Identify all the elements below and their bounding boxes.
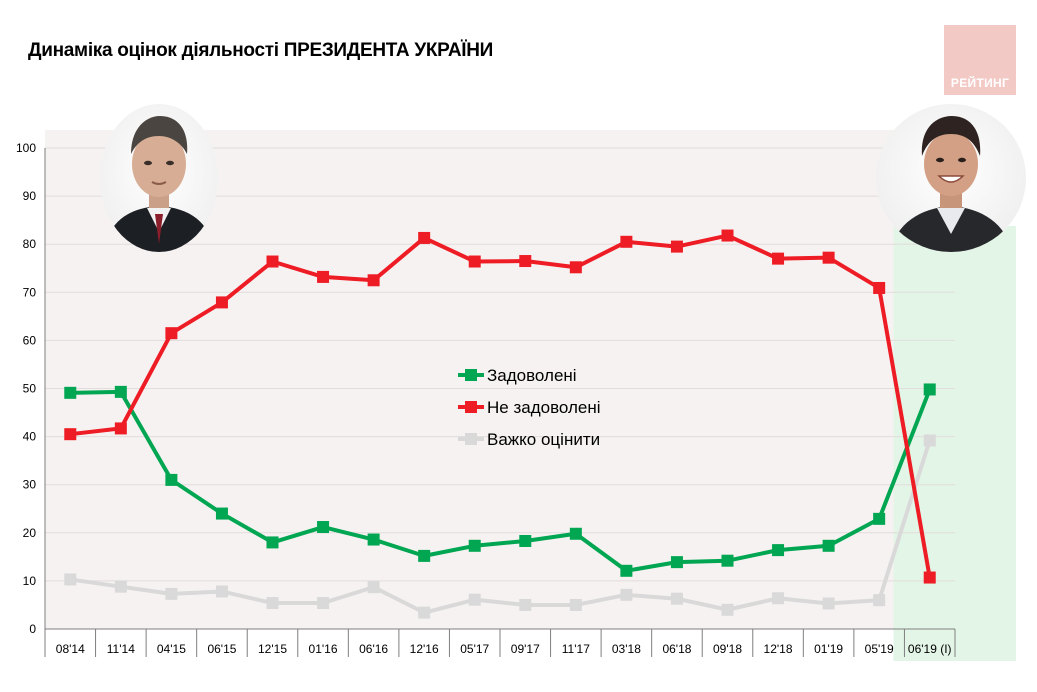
y-tick-label: 90 <box>23 189 37 203</box>
x-tick-label: 01'16 <box>309 642 338 656</box>
x-tick-label: 12'16 <box>410 642 439 656</box>
rating-logo: РЕЙТИНГ <box>944 25 1016 95</box>
chart-title: Динаміка оцінок діяльності ПРЕЗИДЕНТА УК… <box>28 40 493 61</box>
data-point <box>822 251 835 264</box>
data-point <box>519 598 532 611</box>
data-point <box>873 594 886 607</box>
x-tick-label: 08'14 <box>56 642 85 656</box>
data-point <box>519 255 532 268</box>
y-tick-label: 0 <box>29 622 36 636</box>
zelensky-portrait <box>876 104 1026 252</box>
x-tick-label: 06'16 <box>359 642 388 656</box>
data-point <box>64 573 77 586</box>
data-point <box>822 539 835 552</box>
data-point <box>620 588 633 601</box>
data-point <box>64 428 77 441</box>
x-tick-label: 06'19 (І) <box>908 642 952 656</box>
data-point <box>620 235 633 248</box>
data-point <box>114 385 127 398</box>
x-tick-label: 06'15 <box>207 642 236 656</box>
data-point <box>266 597 279 610</box>
data-point <box>266 255 279 268</box>
legend-label: Задоволені <box>487 366 577 385</box>
data-point <box>165 587 178 600</box>
y-tick-label: 30 <box>23 478 37 492</box>
data-point <box>215 585 228 598</box>
x-tick-label: 05'17 <box>460 642 489 656</box>
x-tick-label: 11'14 <box>107 642 135 656</box>
data-point <box>519 534 532 547</box>
data-point <box>266 536 279 549</box>
data-point <box>418 549 431 562</box>
x-tick-label: 04'15 <box>157 642 186 656</box>
data-point <box>569 261 582 274</box>
y-tick-label: 20 <box>23 526 37 540</box>
data-point <box>923 383 936 396</box>
data-point <box>873 512 886 525</box>
data-point <box>822 597 835 610</box>
data-point <box>114 422 127 435</box>
data-point <box>620 564 633 577</box>
series-line <box>70 233 932 578</box>
data-point <box>569 598 582 611</box>
data-point <box>367 581 380 594</box>
data-point <box>418 231 431 244</box>
data-point <box>418 606 431 619</box>
data-point <box>468 255 481 268</box>
legend-label: Важко оцінити <box>487 430 600 449</box>
data-point <box>721 603 734 616</box>
data-point <box>468 593 481 606</box>
data-point <box>317 521 330 534</box>
y-tick-label: 100 <box>16 141 36 155</box>
data-point <box>772 252 785 265</box>
data-point <box>215 507 228 520</box>
data-point <box>468 539 481 552</box>
data-point <box>670 592 683 605</box>
y-tick-label: 50 <box>23 382 37 396</box>
series-line <box>70 388 932 573</box>
legend-marker <box>465 369 477 381</box>
y-tick-label: 60 <box>23 333 37 347</box>
data-point <box>64 386 77 399</box>
data-point <box>367 274 380 287</box>
logo-text: РЕЙТИНГ <box>950 76 1010 90</box>
data-point <box>317 597 330 610</box>
x-tick-label: 03'18 <box>612 642 641 656</box>
x-tick-label: 06'18 <box>662 642 691 656</box>
data-point <box>114 580 127 593</box>
y-tick-label: 10 <box>23 574 37 588</box>
data-point <box>721 229 734 242</box>
x-tick-label: 09'18 <box>713 642 742 656</box>
data-point <box>873 281 886 294</box>
data-point <box>367 533 380 546</box>
poroshenko-portrait <box>100 104 218 252</box>
data-point <box>772 544 785 557</box>
legend-marker <box>465 433 477 445</box>
data-point <box>670 240 683 253</box>
data-point <box>721 554 734 567</box>
x-tick-label: 12'15 <box>258 642 287 656</box>
x-tick-label: 12'18 <box>764 642 793 656</box>
data-point <box>670 556 683 569</box>
y-tick-label: 80 <box>23 237 37 251</box>
data-point <box>165 327 178 340</box>
x-tick-label: 05'19 <box>865 642 894 656</box>
data-point <box>923 434 936 447</box>
legend-label: Не задоволені <box>487 398 601 417</box>
data-point <box>317 270 330 283</box>
x-tick-label: 01'19 <box>814 642 843 656</box>
data-point <box>215 296 228 309</box>
legend-marker <box>465 401 477 413</box>
highlight-band <box>893 226 1016 661</box>
data-point <box>569 527 582 540</box>
series-line <box>69 439 932 615</box>
data-point <box>923 571 936 584</box>
y-tick-label: 70 <box>23 285 37 299</box>
data-point <box>772 592 785 605</box>
y-tick-label: 40 <box>23 430 37 444</box>
x-tick-label: 11'17 <box>562 642 590 656</box>
data-point <box>165 473 178 486</box>
x-tick-label: 09'17 <box>511 642 540 656</box>
